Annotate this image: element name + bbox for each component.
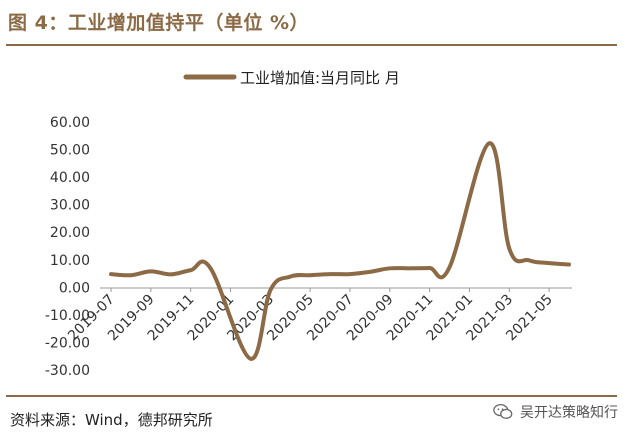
chart-legend: 工业增加值:当月同比 月 — [183, 69, 400, 87]
watermark-text: 吴开达策略知行 — [520, 405, 618, 421]
legend-label: 工业增加值:当月同比 月 — [240, 69, 400, 87]
figure-title: 图 4：工业增加值持平（单位 %） — [8, 12, 309, 34]
y-tick-label: 50.00 — [50, 143, 90, 159]
x-axis: 2019-072019-092019-112020-012020-032020-… — [65, 287, 572, 344]
y-tick-label: 0.00 — [59, 280, 90, 296]
y-tick-label: -20.00 — [45, 335, 90, 351]
y-tick-label: 40.00 — [50, 170, 90, 186]
y-tick-label: 20.00 — [50, 225, 90, 241]
y-tick-label: 10.00 — [50, 253, 90, 269]
wechat-icon — [493, 404, 513, 419]
series-layer — [109, 141, 571, 361]
line-chart: 工业增加值:当月同比 月 -30.00 -20.00 -10.00 0.00 10.00… — [45, 69, 572, 379]
title-divider — [6, 44, 617, 46]
y-tick-label: -10.00 — [45, 308, 90, 324]
y-axis: -30.00 -20.00 -10.00 0.00 10.00 20.00 30.00 40.… — [45, 115, 90, 379]
y-tick-label: 60.00 — [50, 115, 90, 131]
series-line — [109, 141, 571, 361]
source-note: 资料来源：Wind，德邦研究所 — [10, 411, 213, 429]
footer-divider — [6, 395, 617, 397]
y-tick-label: 30.00 — [50, 198, 90, 214]
watermark: 吴开达策略知行 — [492, 401, 618, 423]
y-tick-label: -30.00 — [45, 363, 90, 379]
